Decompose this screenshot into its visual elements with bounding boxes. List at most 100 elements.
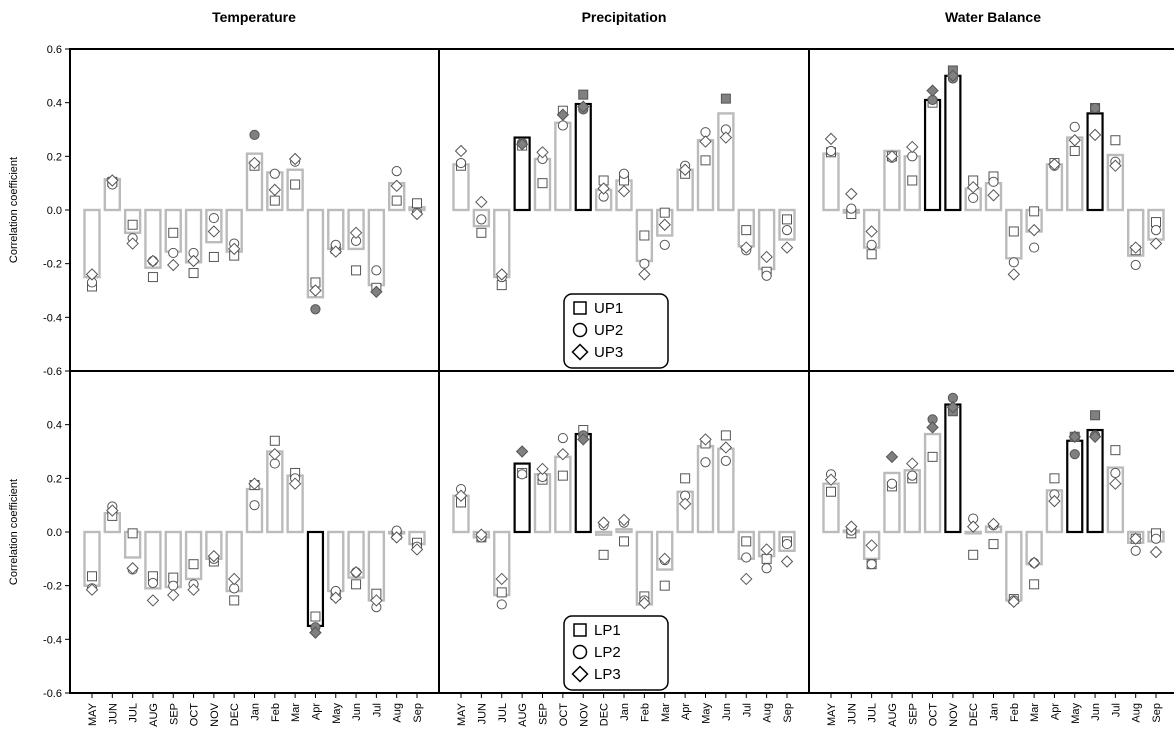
- bar: [778, 208, 796, 241]
- data-point: [188, 559, 199, 570]
- data-point: [268, 447, 282, 461]
- data-point: [1069, 145, 1080, 156]
- data-point: [556, 108, 570, 121]
- data-point: [85, 583, 99, 596]
- data-point: [658, 218, 671, 231]
- data-point: [1008, 226, 1019, 237]
- data-point: [288, 477, 302, 490]
- bar: [493, 530, 511, 597]
- data-point: [597, 516, 610, 529]
- data-point: [269, 168, 280, 179]
- data-point: [454, 489, 468, 502]
- data-point: [515, 445, 529, 458]
- x-tick-label: Mar: [660, 703, 672, 722]
- bar: [594, 530, 613, 536]
- x-tick-label: DEC: [599, 703, 611, 726]
- y-tick-label: 0.0: [47, 527, 62, 539]
- bar: [513, 462, 531, 534]
- data-point: [741, 552, 752, 563]
- data-point: [557, 120, 568, 131]
- data-point: [1109, 477, 1122, 490]
- data-point: [946, 69, 960, 83]
- x-tick-label: Feb: [270, 703, 282, 722]
- y-tick-label: 0.6: [47, 44, 62, 56]
- legend-label: UP3: [594, 344, 623, 361]
- data-point: [371, 265, 382, 276]
- data-point: [249, 500, 260, 511]
- x-tick-label: SEP: [168, 703, 180, 725]
- data-point: [639, 258, 650, 269]
- bar: [205, 208, 223, 244]
- bar: [574, 102, 592, 212]
- bar: [1106, 466, 1125, 534]
- data-point: [410, 543, 424, 556]
- data-point: [227, 572, 241, 586]
- data-point: [146, 254, 160, 268]
- data-point: [537, 178, 548, 189]
- data-point: [126, 237, 139, 250]
- data-point: [1149, 545, 1163, 559]
- bar: [83, 208, 101, 279]
- data-point: [288, 152, 302, 166]
- ylabel-top: Correlation coefficient: [8, 157, 20, 263]
- data-point: [740, 572, 753, 586]
- data-point: [906, 140, 919, 154]
- data-point: [1048, 494, 1061, 508]
- data-point: [1007, 268, 1021, 281]
- data-point: [1150, 225, 1162, 236]
- x-tick-label: MAY: [456, 702, 468, 726]
- x-tick-label: Feb: [1009, 703, 1021, 722]
- x-tick-label: May: [1070, 703, 1082, 724]
- data-point: [866, 559, 877, 570]
- legend-square-icon: [573, 623, 587, 637]
- x-tick-label: OCT: [189, 703, 201, 727]
- data-point: [127, 528, 138, 539]
- data-point: [907, 470, 918, 481]
- x-tick-label: May: [331, 703, 343, 724]
- data-point: [720, 455, 731, 466]
- data-point: [618, 168, 630, 179]
- y-tick-label: 0.2: [47, 473, 62, 485]
- data-point: [1068, 430, 1081, 443]
- data-point: [309, 626, 322, 639]
- data-point: [556, 447, 570, 461]
- x-tick-label: JUL: [128, 703, 140, 723]
- data-point: [760, 250, 773, 264]
- data-point: [1130, 259, 1141, 271]
- data-point: [351, 265, 362, 276]
- data-point: [577, 433, 590, 446]
- data-point: [966, 520, 980, 533]
- bar: [493, 208, 511, 279]
- x-tick-label: Jan: [989, 703, 1001, 721]
- data-point: [496, 587, 507, 598]
- bar: [778, 530, 796, 552]
- legend-label: LP1: [594, 622, 621, 639]
- data-point: [927, 451, 938, 462]
- bar: [184, 530, 203, 581]
- bar: [1086, 428, 1104, 534]
- data-point: [188, 268, 199, 279]
- data-point: [659, 580, 670, 591]
- x-tick-label: AUG: [517, 703, 529, 727]
- data-point: [391, 165, 402, 177]
- data-point: [578, 89, 589, 100]
- data-point: [476, 214, 487, 225]
- data-point: [824, 132, 838, 146]
- data-point: [826, 486, 836, 497]
- y-tick-label: -0.4: [43, 312, 62, 324]
- data-point: [229, 595, 240, 606]
- data-point: [1129, 241, 1142, 254]
- data-point: [269, 195, 280, 206]
- data-point: [885, 150, 899, 163]
- data-point: [865, 225, 878, 238]
- x-tick-label: MAY: [826, 702, 838, 726]
- data-point: [719, 131, 733, 144]
- data-point: [168, 227, 179, 238]
- bar: [144, 208, 162, 269]
- data-point: [476, 227, 487, 238]
- y-tick-label: -0.6: [43, 688, 62, 700]
- data-point: [1069, 121, 1080, 132]
- data-point: [699, 135, 712, 148]
- data-point: [106, 174, 119, 187]
- x-tick-label: Sep: [412, 703, 424, 723]
